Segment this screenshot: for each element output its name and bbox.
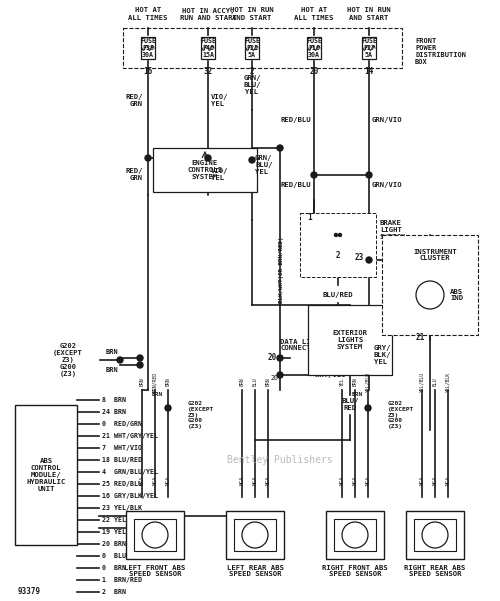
Text: HOT AT
ALL TIMES: HOT AT ALL TIMES <box>128 7 168 20</box>
Text: 25 RED/BLU: 25 RED/BLU <box>102 481 142 487</box>
Text: NCA: NCA <box>266 475 270 484</box>
Circle shape <box>365 405 371 411</box>
Text: NCA: NCA <box>446 475 450 484</box>
Bar <box>406 511 464 559</box>
Text: BLK/WHT(OR BRN/RED): BLK/WHT(OR BRN/RED) <box>280 237 284 304</box>
Circle shape <box>277 145 283 151</box>
Text: HOT IN RUN
AND START: HOT IN RUN AND START <box>230 7 274 20</box>
Bar <box>326 511 384 559</box>
Circle shape <box>416 281 444 309</box>
Text: BLU: BLU <box>252 377 258 386</box>
Text: GRN/
BLU/
YEL: GRN/ BLU/ YEL <box>255 155 272 175</box>
Bar <box>153 148 257 192</box>
Text: EXTERIOR
LIGHTS
SYSTEM: EXTERIOR LIGHTS SYSTEM <box>332 330 368 350</box>
Bar <box>234 519 276 551</box>
Text: GRN/VIO: GRN/VIO <box>372 182 402 188</box>
Text: YEL/BLU: YEL/BLU <box>420 372 424 392</box>
Text: BRN: BRN <box>152 392 163 397</box>
Text: FUSE
F38
30A: FUSE F38 30A <box>140 38 156 58</box>
Text: 1  BRN/RED: 1 BRN/RED <box>102 577 142 583</box>
Circle shape <box>205 155 211 161</box>
Bar <box>245 37 259 59</box>
Circle shape <box>422 522 448 548</box>
Text: NCA: NCA <box>420 475 424 484</box>
Text: BRN: BRN <box>266 377 270 386</box>
Bar <box>308 305 392 375</box>
Bar <box>307 37 321 59</box>
Text: HOT IN ACCY,
RUN AND START: HOT IN ACCY, RUN AND START <box>180 7 236 20</box>
Text: ABS
IND: ABS IND <box>450 288 463 302</box>
Bar <box>15 405 77 545</box>
Circle shape <box>311 172 317 178</box>
Text: G202
(EXCEPT
Z3)
G200
(Z3): G202 (EXCEPT Z3) G200 (Z3) <box>53 343 83 377</box>
Text: LEFT REAR ABS
SPEED SENSOR: LEFT REAR ABS SPEED SENSOR <box>226 564 283 578</box>
Text: 2  BRN: 2 BRN <box>102 589 126 595</box>
Text: RED/
GRN: RED/ GRN <box>126 168 143 182</box>
Text: FRONT
POWER
DISTRIBUTION
BOX: FRONT POWER DISTRIBUTION BOX <box>415 38 466 65</box>
Circle shape <box>137 355 143 361</box>
Circle shape <box>338 234 342 237</box>
Text: YEL/BLU: YEL/BLU <box>366 372 370 392</box>
Text: 2: 2 <box>250 67 254 76</box>
Text: 20: 20 <box>268 353 277 362</box>
Text: NCA: NCA <box>366 475 370 484</box>
Text: YEL: YEL <box>340 377 344 386</box>
Text: NCA: NCA <box>432 475 438 484</box>
Text: INSTRUMENT
CLUSTER: INSTRUMENT CLUSTER <box>413 248 457 261</box>
Text: NCA: NCA <box>152 475 158 484</box>
Text: BRN/RED: BRN/RED <box>152 372 158 392</box>
Bar <box>362 37 376 59</box>
Text: 7  WHT/VIO: 7 WHT/VIO <box>102 445 142 451</box>
Circle shape <box>366 172 372 178</box>
Text: 1: 1 <box>308 213 312 222</box>
Text: GRN/
BLU/
YEL: GRN/ BLU/ YEL <box>243 75 261 95</box>
Text: BRN: BRN <box>140 377 144 386</box>
Text: NCA: NCA <box>240 475 244 484</box>
Text: 8  BRN: 8 BRN <box>102 397 126 403</box>
Text: 20: 20 <box>270 375 278 381</box>
Text: 93379: 93379 <box>18 588 41 597</box>
Text: VIO/
YEL: VIO/ YEL <box>211 94 228 106</box>
Text: 16 GRY/BLK/YEL: 16 GRY/BLK/YEL <box>102 493 158 499</box>
Text: WHT/VIO: WHT/VIO <box>315 372 346 378</box>
Circle shape <box>242 522 268 548</box>
Text: HOT IN RUN
AND START: HOT IN RUN AND START <box>347 7 391 20</box>
Text: NCA: NCA <box>166 475 170 484</box>
Text: DATA LINK
CONNECTOR: DATA LINK CONNECTOR <box>280 338 320 352</box>
Circle shape <box>249 157 255 163</box>
Text: 0  RED/GRN: 0 RED/GRN <box>102 421 142 427</box>
Text: BRN: BRN <box>106 367 118 373</box>
Text: ABS
CONTROL
MODULE/
HYDRAULIC
UNIT: ABS CONTROL MODULE/ HYDRAULIC UNIT <box>26 458 66 492</box>
Circle shape <box>342 522 368 548</box>
Bar <box>334 519 376 551</box>
Bar <box>201 37 215 59</box>
Circle shape <box>117 357 123 363</box>
Text: BRN: BRN <box>166 377 170 386</box>
Text: 20 BRN: 20 BRN <box>102 541 126 547</box>
Text: BRN: BRN <box>106 349 118 355</box>
Text: FUSE
F10
30A: FUSE F10 30A <box>306 38 322 58</box>
Text: 16: 16 <box>144 67 152 76</box>
Text: BLU/
RED: BLU/ RED <box>341 398 359 412</box>
Text: 21 WHT/GRY/YEL: 21 WHT/GRY/YEL <box>102 433 158 439</box>
Text: RED/BLU: RED/BLU <box>280 117 311 123</box>
Bar <box>141 37 155 59</box>
Bar <box>123 28 402 68</box>
Text: NCA: NCA <box>352 475 358 484</box>
Text: 22 YEL/BRN: 22 YEL/BRN <box>102 517 142 523</box>
Text: 23 YEL/BLK: 23 YEL/BLK <box>102 505 142 511</box>
Text: 23: 23 <box>355 254 364 263</box>
Text: NCA: NCA <box>340 475 344 484</box>
Text: 18 BLU/RED: 18 BLU/RED <box>102 457 142 463</box>
Text: 2: 2 <box>336 251 340 260</box>
Text: ENGINE
CONTROLS
SYSTEM: ENGINE CONTROLS SYSTEM <box>188 160 222 180</box>
Text: 21: 21 <box>416 332 425 341</box>
Bar <box>226 511 284 559</box>
Text: RIGHT REAR ABS
SPEED SENSOR: RIGHT REAR ABS SPEED SENSOR <box>404 564 466 578</box>
Circle shape <box>142 522 168 548</box>
Text: 0  BRN: 0 BRN <box>102 565 126 571</box>
Text: RED/BLU: RED/BLU <box>280 182 311 188</box>
Text: 32: 32 <box>204 67 212 76</box>
Text: BLU: BLU <box>432 377 438 386</box>
Text: GRN/VIO: GRN/VIO <box>372 117 402 123</box>
